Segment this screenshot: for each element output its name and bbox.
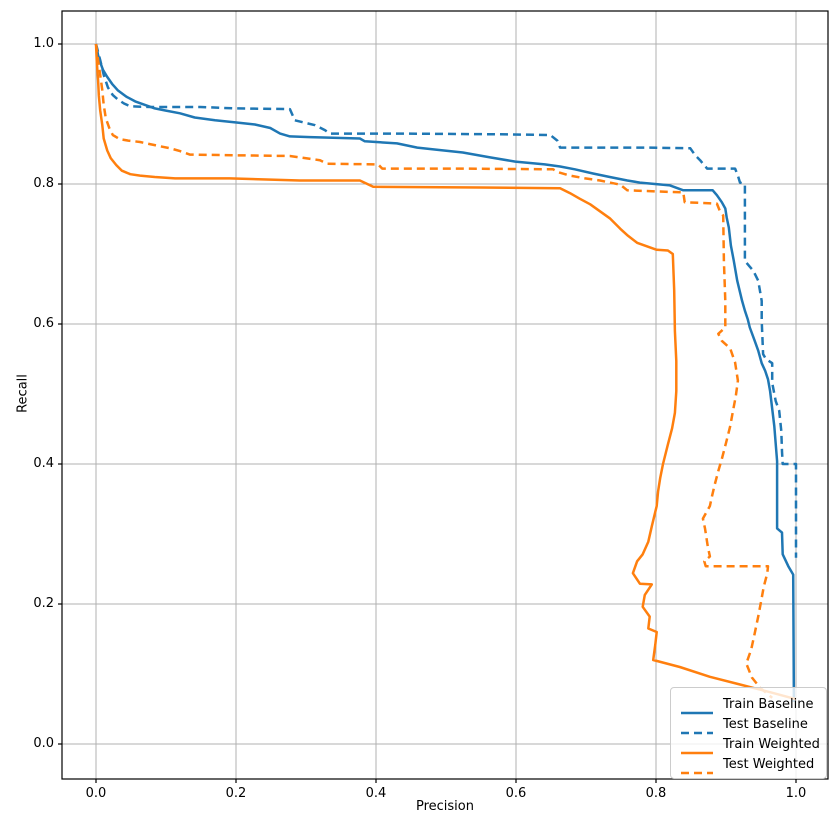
legend-entry-train-baseline: Train Baseline (681, 694, 818, 715)
x-tick-label: 0.4 (365, 786, 387, 801)
x-tick-label: 0.8 (645, 786, 667, 801)
legend-line-sample-dashed-blue-icon (681, 721, 713, 735)
y-tick-label: 1.0 (33, 36, 54, 51)
series-line-train-weighted (94, 43, 797, 701)
series-line-test-baseline (94, 43, 798, 558)
legend-label: Test Weighted (723, 756, 815, 772)
legend-entry-train-weighted: Train Weighted (681, 734, 820, 755)
legend: Train Baseline Test Baseline Train Weigh… (670, 687, 827, 779)
x-tick-label: 0.2 (225, 786, 247, 801)
x-tick-label: 1.0 (785, 786, 807, 801)
x-tick-label: 0.6 (505, 786, 527, 801)
series-line-test-weighted (94, 43, 773, 699)
y-tick-label: 0.4 (33, 456, 54, 471)
y-axis-label: Recall (15, 374, 31, 413)
x-tick-label: 0.0 (85, 786, 107, 801)
y-tick-label: 0.0 (33, 736, 54, 751)
plot-border (61, 10, 829, 780)
data-series-lines (94, 43, 798, 703)
x-axis-label: Precision (415, 799, 474, 814)
grid-lines (62, 11, 828, 779)
axis-tick-marks (58, 43, 797, 783)
legend-label: Test Baseline (723, 716, 808, 732)
y-tick-label: 0.6 (33, 316, 54, 331)
series-line-train-baseline (94, 43, 796, 703)
y-tick-label: 0.8 (33, 176, 54, 191)
legend-entry-test-weighted: Test Weighted (681, 754, 818, 775)
legend-line-sample-solid-blue-icon (681, 701, 713, 715)
legend-label: Train Weighted (723, 736, 820, 752)
legend-entry-test-baseline: Test Baseline (681, 714, 818, 735)
legend-line-sample-dashed-orange-icon (681, 761, 713, 775)
legend-label: Train Baseline (723, 696, 814, 712)
legend-line-sample-solid-orange-icon (681, 741, 713, 755)
y-tick-label: 0.2 (33, 596, 54, 611)
